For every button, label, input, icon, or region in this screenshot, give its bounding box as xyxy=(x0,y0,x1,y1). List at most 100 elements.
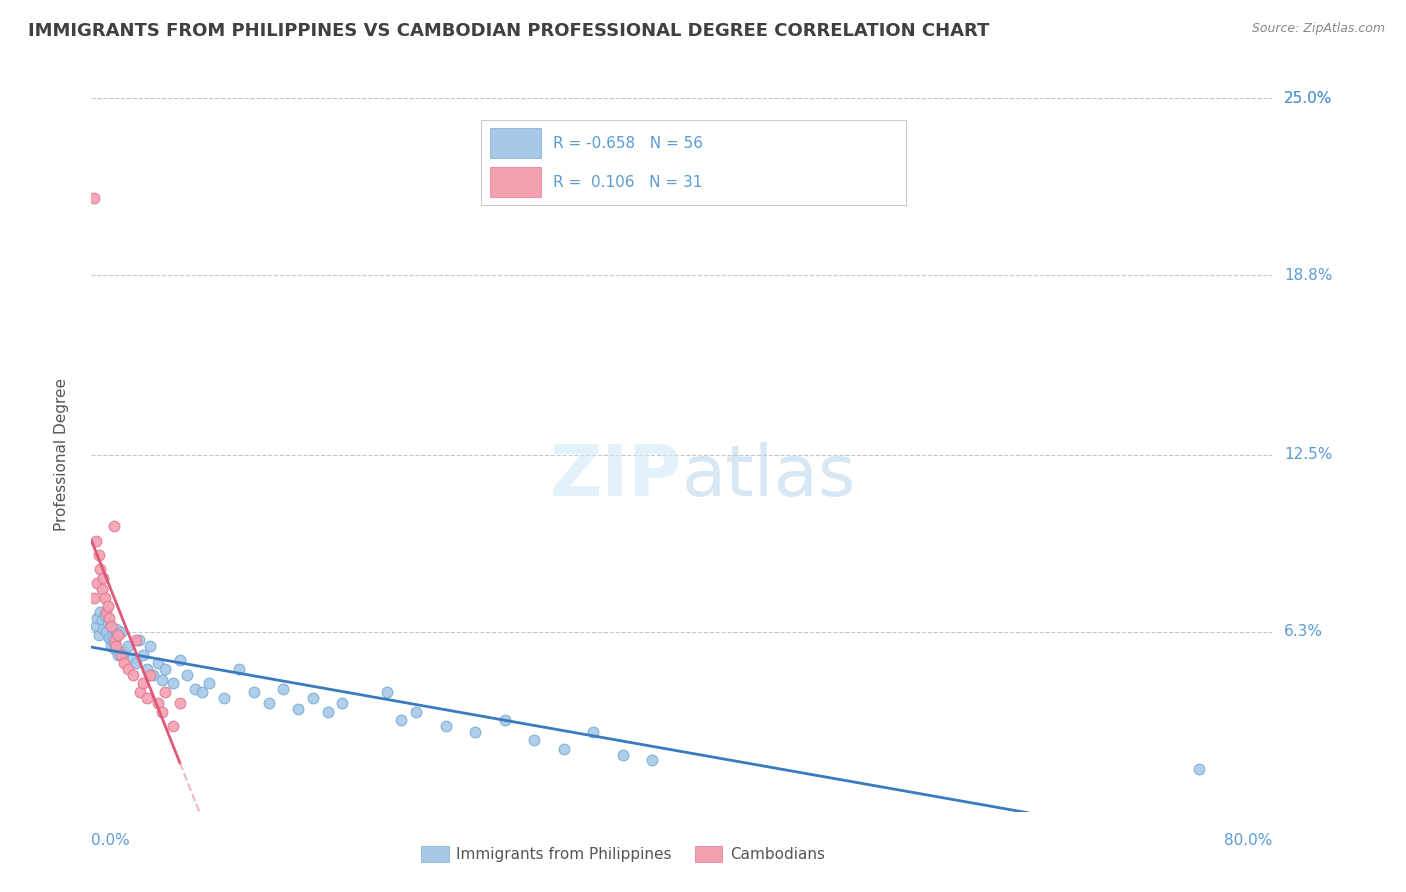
Point xyxy=(105,622,128,636)
Point xyxy=(405,705,427,719)
Point xyxy=(101,633,124,648)
Point xyxy=(641,753,664,767)
Text: Professional Degree: Professional Degree xyxy=(55,378,69,532)
Point xyxy=(169,696,191,710)
Text: Source: ZipAtlas.com: Source: ZipAtlas.com xyxy=(1251,22,1385,36)
Point xyxy=(273,681,295,696)
Point xyxy=(128,633,150,648)
Point xyxy=(129,685,152,699)
Bar xyxy=(489,167,541,196)
Point xyxy=(301,690,323,705)
Text: 25.0%: 25.0% xyxy=(1284,91,1333,105)
Text: 18.8%: 18.8% xyxy=(1284,268,1333,283)
Point xyxy=(86,576,108,591)
Point xyxy=(169,653,191,667)
Point xyxy=(162,719,184,733)
Text: R = -0.658   N = 56: R = -0.658 N = 56 xyxy=(554,136,703,151)
Bar xyxy=(489,128,541,158)
Point xyxy=(316,705,339,719)
Point xyxy=(124,633,148,648)
Point xyxy=(90,582,112,596)
Point xyxy=(257,696,280,710)
Point xyxy=(87,628,110,642)
Point xyxy=(136,690,159,705)
Point xyxy=(612,747,634,762)
Point xyxy=(96,605,118,619)
Point xyxy=(98,631,121,645)
Point xyxy=(100,639,122,653)
Point xyxy=(132,676,155,690)
Point xyxy=(107,648,129,662)
Point xyxy=(110,648,132,662)
Point xyxy=(91,571,114,585)
Point xyxy=(162,676,184,690)
Point xyxy=(103,636,125,650)
Point xyxy=(117,639,139,653)
Point xyxy=(124,657,148,671)
Point xyxy=(228,662,250,676)
Point xyxy=(150,705,173,719)
Point xyxy=(112,645,135,659)
Point xyxy=(191,685,214,699)
Point xyxy=(86,610,108,624)
Point xyxy=(91,622,114,636)
Point xyxy=(121,667,143,681)
Text: R =  0.106   N = 31: R = 0.106 N = 31 xyxy=(554,175,703,189)
Point xyxy=(139,667,162,681)
Point xyxy=(98,610,121,624)
Point xyxy=(89,562,111,576)
Point xyxy=(214,690,236,705)
Point xyxy=(464,724,486,739)
Text: 12.5%: 12.5% xyxy=(1284,448,1333,462)
Point xyxy=(553,742,575,756)
Point xyxy=(198,676,221,690)
Point xyxy=(83,591,105,605)
Point xyxy=(121,650,143,665)
Point xyxy=(84,619,107,633)
Point xyxy=(107,628,129,642)
Point xyxy=(153,685,177,699)
Text: atlas: atlas xyxy=(682,442,856,511)
Point xyxy=(183,681,207,696)
Point xyxy=(87,548,110,562)
Text: IMMIGRANTS FROM PHILIPPINES VS CAMBODIAN PROFESSIONAL DEGREE CORRELATION CHART: IMMIGRANTS FROM PHILIPPINES VS CAMBODIAN… xyxy=(28,22,990,40)
Point xyxy=(96,624,118,639)
Point xyxy=(523,733,546,747)
Point xyxy=(375,685,398,699)
Point xyxy=(287,702,309,716)
Point xyxy=(93,591,115,605)
Point xyxy=(146,696,169,710)
Point xyxy=(90,614,112,628)
Point xyxy=(83,191,105,205)
Point xyxy=(117,662,139,676)
Legend: Immigrants from Philippines, Cambodians: Immigrants from Philippines, Cambodians xyxy=(415,840,831,868)
Point xyxy=(243,685,266,699)
Point xyxy=(84,533,107,548)
Point xyxy=(434,719,457,733)
Point xyxy=(104,642,127,657)
Point xyxy=(494,714,516,728)
Point xyxy=(100,619,122,633)
Text: 25.0%: 25.0% xyxy=(1284,91,1333,105)
Point xyxy=(104,633,127,648)
Point xyxy=(136,662,159,676)
Point xyxy=(582,724,605,739)
Text: 0.0%: 0.0% xyxy=(91,833,131,848)
Point xyxy=(139,639,162,653)
Point xyxy=(93,607,115,622)
Point xyxy=(132,648,155,662)
Text: 6.3%: 6.3% xyxy=(1284,624,1323,640)
Point xyxy=(1187,762,1209,776)
Point xyxy=(142,667,165,681)
Point xyxy=(105,639,128,653)
Point xyxy=(97,616,120,631)
Point xyxy=(389,714,413,728)
Point xyxy=(332,696,354,710)
Point xyxy=(110,624,132,639)
Point xyxy=(153,662,177,676)
Point xyxy=(176,667,198,681)
Point xyxy=(146,657,169,671)
Point xyxy=(112,657,135,671)
Point xyxy=(89,605,111,619)
Text: ZIP: ZIP xyxy=(550,442,682,511)
